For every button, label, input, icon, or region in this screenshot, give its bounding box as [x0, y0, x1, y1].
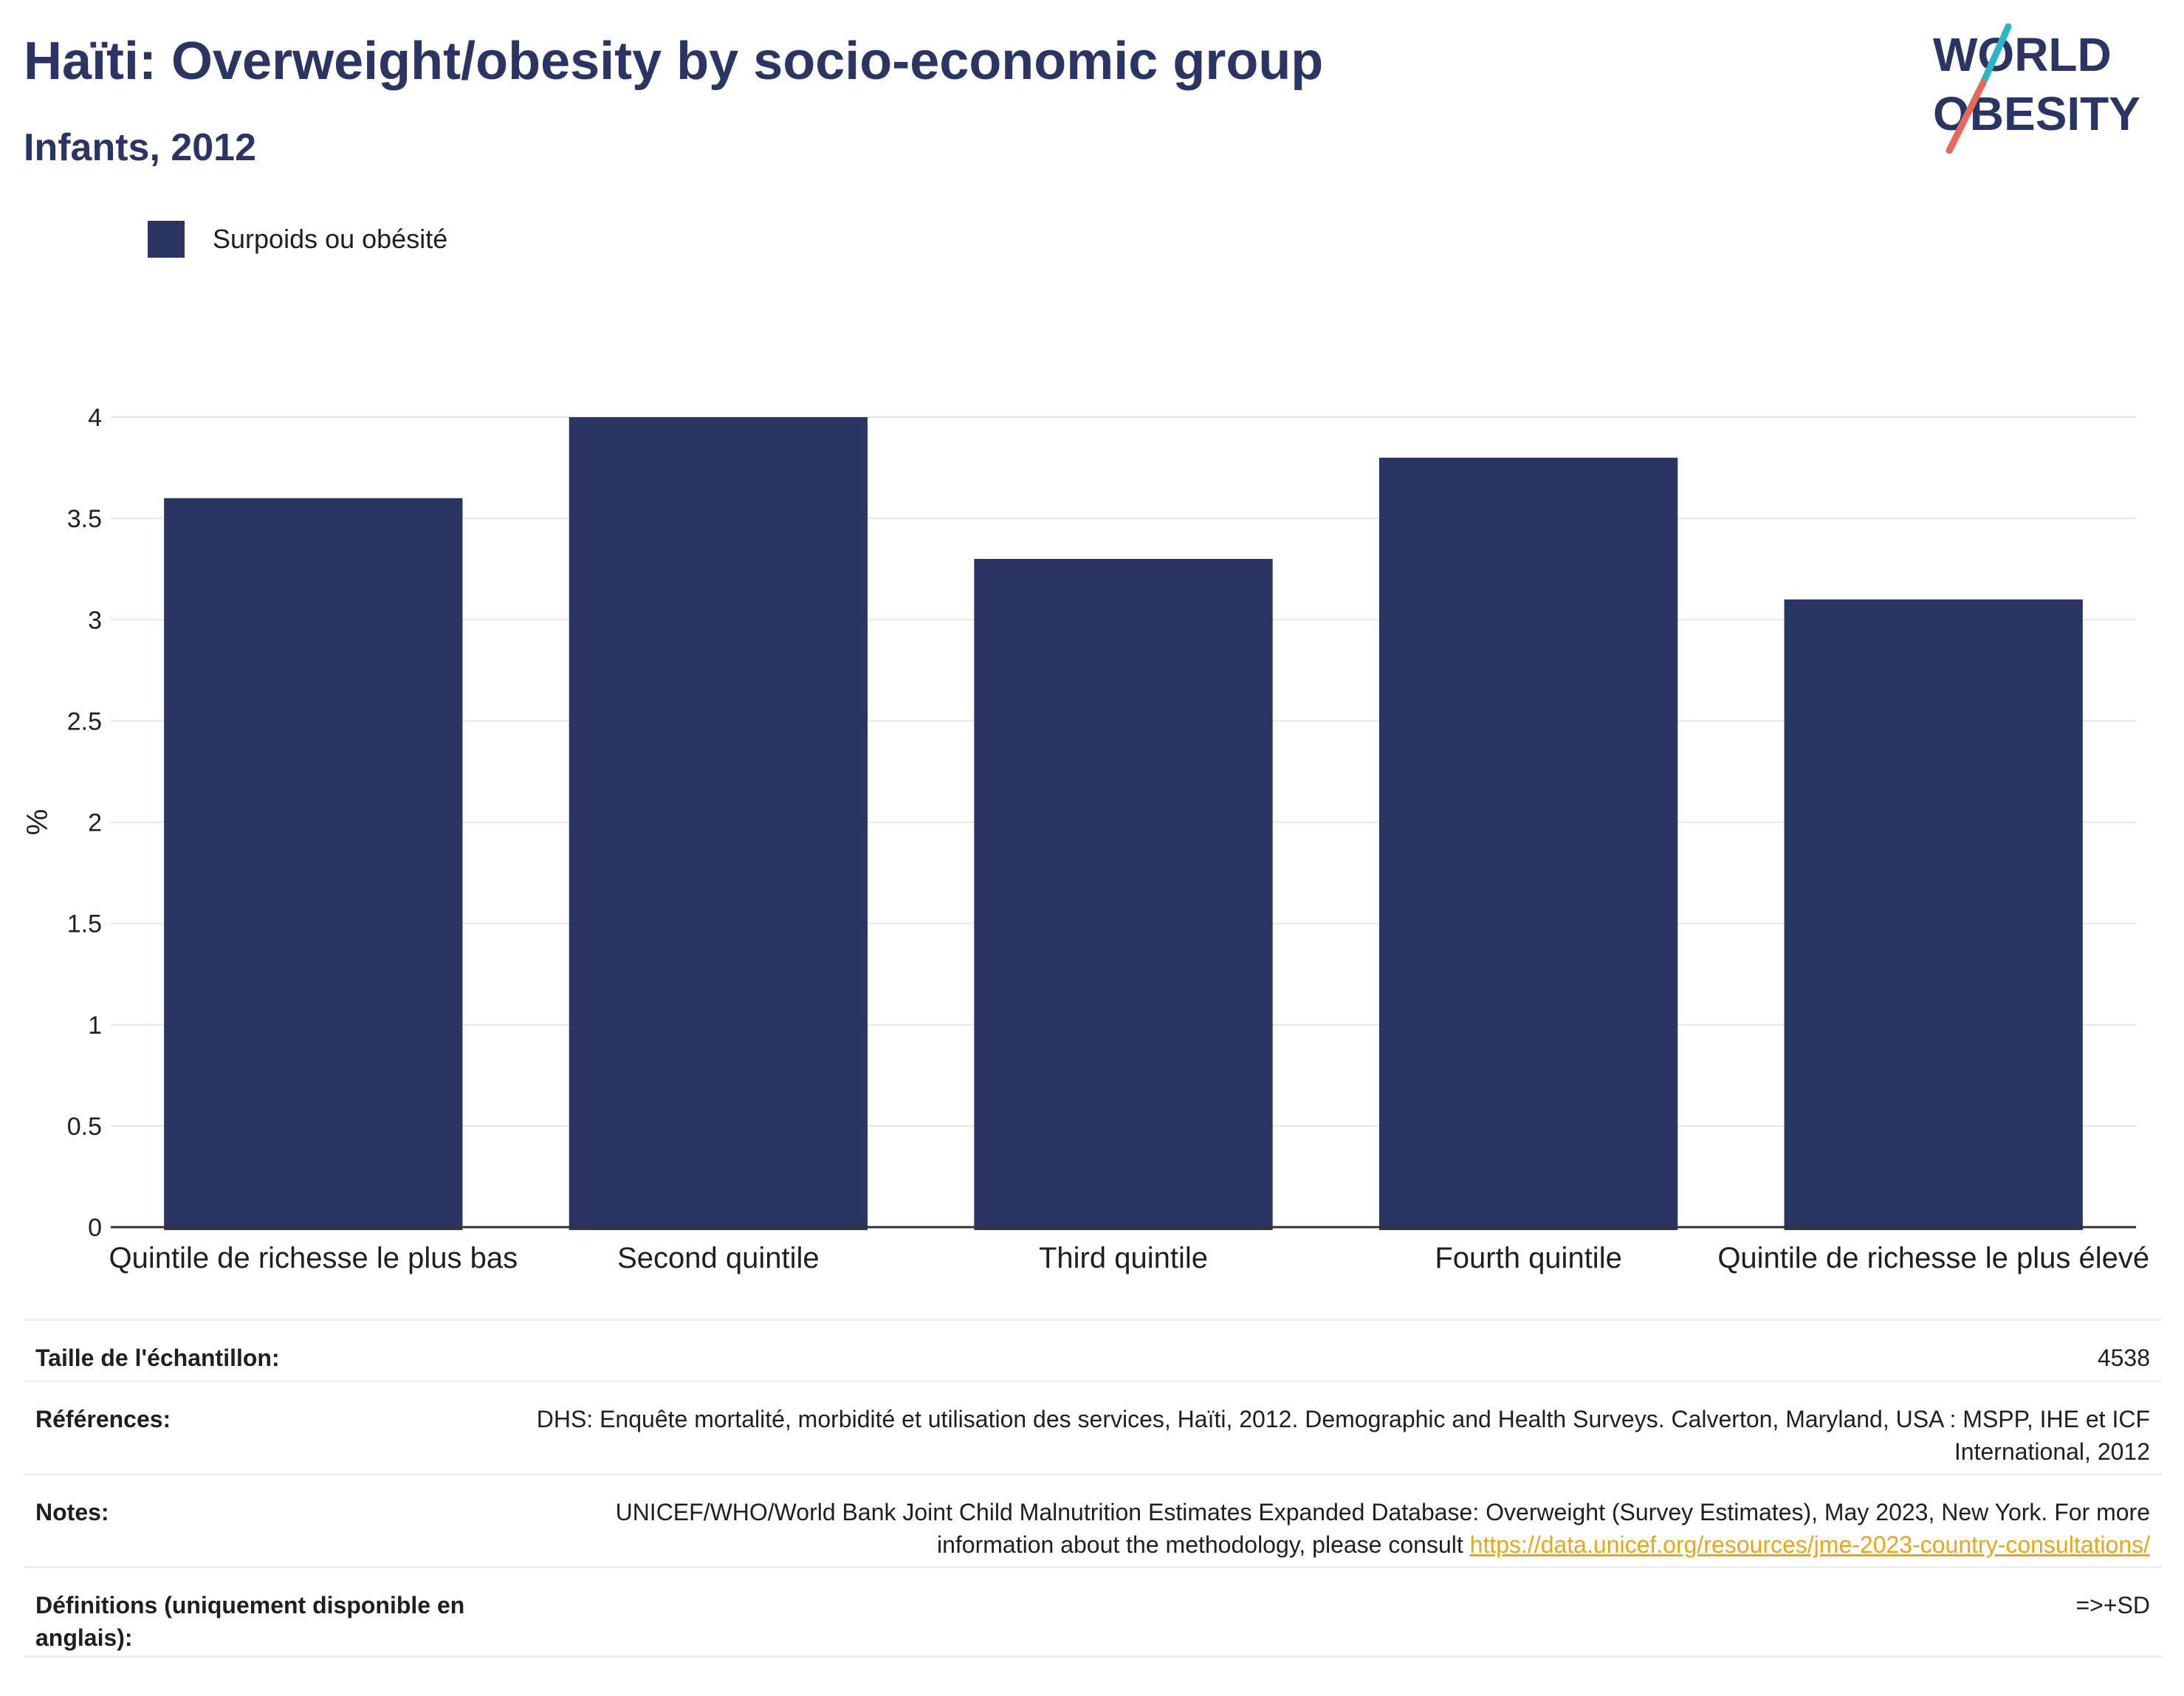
y-tick-label: 1.5 — [67, 910, 102, 938]
chart-legend[interactable]: Surpoids ou obésité — [148, 220, 447, 258]
definitions-label: Définitions (uniquement disponible en an… — [35, 1592, 465, 1651]
y-tick-labels: 0 0.5 1 1.5 2 2.5 3 3.5 4 — [67, 404, 102, 1242]
y-tick-label: 0 — [88, 1214, 102, 1242]
notes-value: UNICEF/WHO/World Bank Joint Child Malnut… — [526, 1496, 2150, 1561]
y-tick-label: 4 — [88, 404, 102, 432]
x-category-label: Second quintile — [617, 1242, 820, 1274]
legend-swatch — [148, 221, 185, 258]
logo-slash-top — [1979, 23, 2012, 86]
bar — [164, 498, 463, 1230]
bar — [1378, 457, 1678, 1230]
notes-label: Notes: — [35, 1499, 109, 1525]
y-tick-label: 3.5 — [67, 505, 102, 533]
info-row-notes: Notes: UNICEF/WHO/World Bank Joint Child… — [24, 1473, 2162, 1566]
x-category-label: Third quintile — [1039, 1242, 1208, 1274]
y-axis-title: % — [21, 809, 54, 836]
logo-line1: WORLD — [1933, 28, 2112, 81]
bar-chart: 0 0.5 1 1.5 2 2.5 3 3.5 4 Quintile de richesse l… — [21, 404, 2149, 1274]
x-category-label: Fourth quintile — [1435, 1242, 1621, 1274]
y-tick-label: 1 — [88, 1012, 102, 1040]
logo-slash-bottom — [1946, 79, 1987, 154]
definitions-value: =>+SD — [2075, 1592, 2150, 1618]
x-category-labels: Quintile de richesse le plus bas Second q… — [109, 1242, 2149, 1274]
sample-value: 4538 — [2097, 1345, 2150, 1371]
info-row-references: Références: DHS: Enquête mortalité, morb… — [24, 1380, 2162, 1473]
info-row-definitions: Définitions (uniquement disponible en an… — [24, 1566, 2162, 1658]
legend-label: Surpoids ou obésité — [213, 224, 448, 254]
info-row-sample: Taille de l'échantillon: 4538 — [24, 1319, 2162, 1380]
x-category-label: Quintile de richesse le plus élevé — [1717, 1242, 2149, 1274]
notes-text: UNICEF/WHO/World Bank Joint Child Malnut… — [615, 1499, 2150, 1558]
bar — [569, 417, 868, 1230]
y-tick-label: 3 — [88, 606, 102, 634]
bar — [1784, 599, 2083, 1230]
y-tick-label: 2 — [88, 809, 102, 837]
sample-label: Taille de l'échantillon: — [35, 1345, 280, 1371]
world-obesity-logo: WORLD OBESITY — [1933, 23, 2140, 154]
bar — [974, 558, 1273, 1230]
bars — [164, 417, 2083, 1230]
y-tick-label: 0.5 — [67, 1113, 102, 1141]
chart-title: Haïti: Overweight/obesity by socio-econo… — [24, 32, 1324, 91]
references-label: Références: — [35, 1406, 171, 1432]
references-value: DHS: Enquête mortalité, morbidité et uti… — [536, 1406, 2150, 1465]
info-table: Taille de l'échantillon: 4538 Références… — [24, 1319, 2162, 1658]
y-tick-label: 2.5 — [67, 707, 102, 735]
notes-link[interactable]: https://data.unicef.org/resources/jme-20… — [1469, 1531, 2150, 1558]
x-category-label: Quintile de richesse le plus bas — [109, 1242, 518, 1274]
chart-subtitle: Infants, 2012 — [24, 126, 257, 169]
